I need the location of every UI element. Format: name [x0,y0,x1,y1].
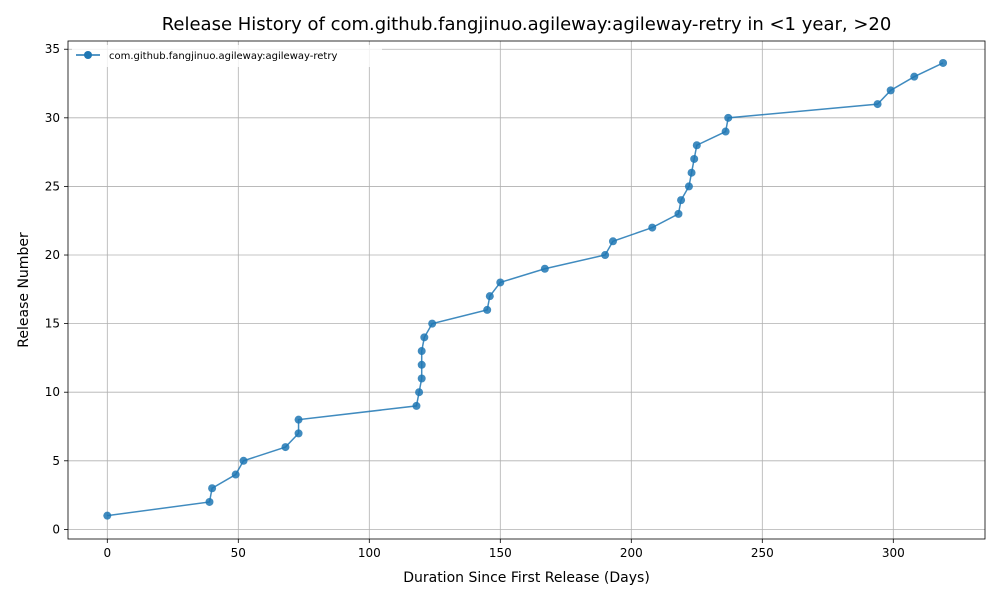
data-point [601,251,610,260]
y-tick-label: 15 [45,317,60,331]
x-tick-label: 100 [358,546,381,560]
data-point [540,264,549,273]
data-point [684,182,693,191]
data-point [483,305,492,314]
data-point [412,401,421,410]
data-point [724,113,733,122]
x-tick-label: 250 [751,546,774,560]
x-tick-label: 0 [103,546,111,560]
x-tick-label: 50 [231,546,246,560]
data-point [420,333,429,342]
data-point [415,388,424,397]
data-point [939,58,948,67]
y-tick-label: 25 [45,179,60,193]
data-point [692,141,701,150]
legend: com.github.fangjinuo.agileway:agileway-r… [72,45,382,67]
data-point [281,443,290,452]
plot-frame [67,40,986,540]
series-line [107,62,944,517]
data-point [417,374,426,383]
data-point [608,237,617,246]
data-point [208,484,217,493]
data-point [496,278,505,287]
x-tick-label: 150 [489,546,512,560]
data-point [417,360,426,369]
data-point [294,415,303,424]
data-point [239,456,248,465]
y-tick-label: 5 [52,454,60,468]
legend-entry-label: com.github.fangjinuo.agileway:agileway-r… [109,51,337,62]
data-point [721,127,730,136]
y-tick-label: 20 [45,248,60,262]
y-tick-label: 0 [52,522,60,536]
data-point [687,168,696,177]
data-point [294,429,303,438]
data-point [231,470,240,479]
data-point [205,497,214,506]
data-point [677,196,686,205]
y-tick-label: 10 [45,385,60,399]
series-layer [103,58,948,520]
legend-marker-swatch [84,51,92,59]
data-point [690,154,699,163]
data-point [485,292,494,301]
data-point [873,100,882,109]
x-axis-label: Duration Since First Release (Days) [403,570,650,586]
axis-ticks: 0 50 100 150 200 250 300 0 5 10 15 20 25 30 35 [45,42,905,560]
y-tick-label: 35 [45,42,60,56]
chart-title: Release History of com.github.fangjinuo.… [162,14,892,35]
data-point [417,347,426,356]
data-point [648,223,657,232]
y-tick-label: 30 [45,111,60,125]
legend-box [72,45,382,67]
data-point [674,209,683,218]
data-point [428,319,437,328]
x-tick-label: 300 [882,546,905,560]
y-axis-label: Release Number [16,232,32,348]
x-tick-label: 200 [620,546,643,560]
data-point [886,86,895,95]
data-point [103,511,112,520]
grid-lines [68,41,985,539]
data-point [910,72,919,81]
